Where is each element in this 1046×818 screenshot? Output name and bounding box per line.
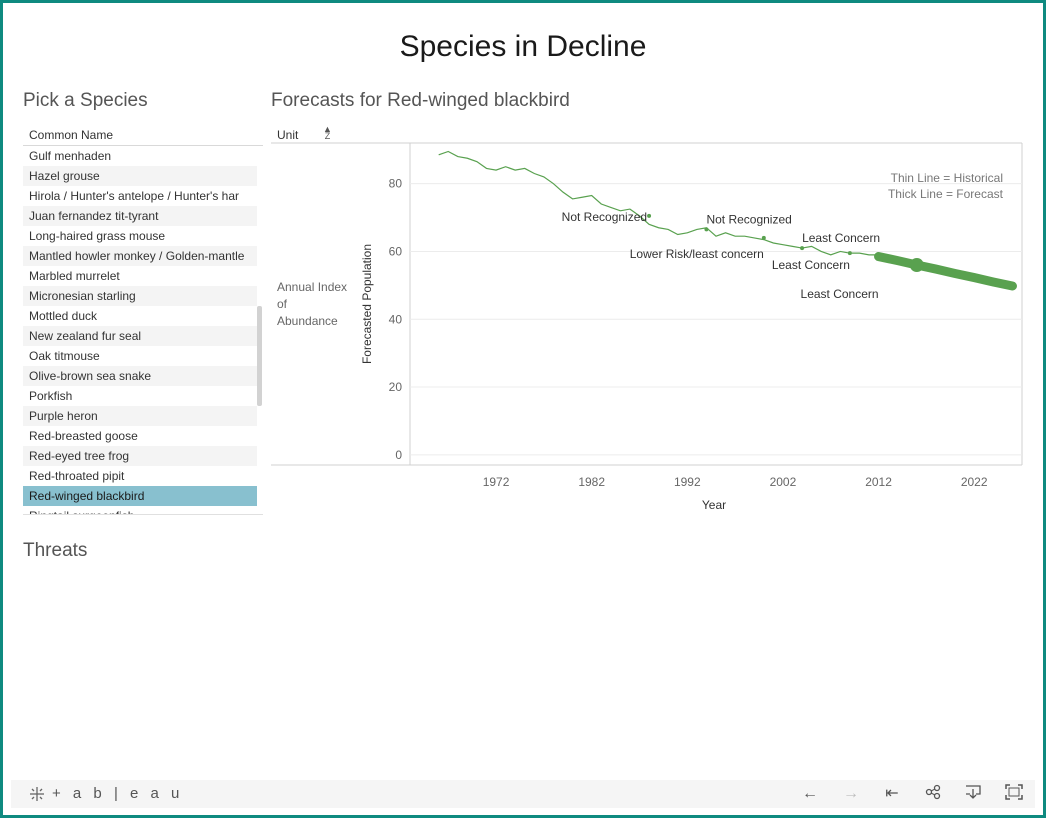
row-label: Annual Index of Abundance [277,279,357,330]
status-label: Not Recognized [706,212,791,226]
legend-note: Thin Line = Historical [891,171,1003,185]
list-scrollbar[interactable] [257,306,262,406]
y-tick-label: 80 [389,177,403,191]
status-label: Not Recognized [562,210,647,224]
species-list-item[interactable]: Hirola / Hunter's antelope / Hunter's ha… [29,189,240,203]
species-list-item[interactable]: Ringtail surgeonfish [23,506,257,514]
species-list-item[interactable]: Porkfish [29,389,73,403]
species-list-item[interactable]: Long-haired grass mouse [29,229,166,243]
species-list-item[interactable]: Mantled howler monkey / Golden-mantle [23,246,257,266]
status-point [647,213,652,218]
share-icon[interactable] [923,784,943,804]
row-label-line: Abundance [277,314,338,328]
historical-series-line [438,150,879,256]
status-label: Least Concern [802,231,880,245]
species-list-item[interactable]: Juan fernandez tit-tyrant [23,206,257,226]
fullscreen-icon[interactable] [1004,784,1024,804]
species-list-item[interactable]: Marbled murrelet [29,269,120,283]
status-label: Lower Risk/least concern [630,247,764,261]
y-tick-label: 60 [389,244,403,258]
y-tick-label: 20 [389,380,403,394]
x-tick-label: 2002 [770,475,797,489]
unit-column-header: Unit [277,128,299,142]
y-tick-label: 40 [389,312,403,326]
species-list-item[interactable]: Purple heron [23,406,257,426]
footer-bar [11,780,1035,808]
species-list-item[interactable]: Red-winged blackbird [23,486,257,506]
picker-title: Pick a Species [23,90,148,111]
species-list-item[interactable]: Gulf menhaden [29,149,112,163]
x-tick-label: 2022 [961,475,988,489]
forecast-marker [909,258,924,273]
status-point [761,235,766,240]
status-label: Least Concern [772,258,850,272]
status-point [847,251,852,256]
species-list-item[interactable]: Mottled duck [29,309,98,323]
download-icon[interactable] [963,784,983,804]
species-list-item[interactable]: Red-eyed tree frog [23,446,257,466]
status-point [800,246,805,251]
status-point [704,227,709,232]
legend-note: Thick Line = Forecast [888,187,1004,201]
species-list-item[interactable]: Red-breasted goose [29,429,138,443]
x-axis-title: Year [702,498,726,512]
y-tick-label: 0 [395,448,402,462]
row-label-line: of [277,297,288,311]
dashboard-title: Species in Decline [399,30,647,63]
species-list-item[interactable]: Olive-brown sea snake [23,366,257,386]
undo-icon[interactable]: ← [802,785,818,802]
column-header-common-name[interactable]: Common Name [23,126,263,146]
redo-icon[interactable]: → [843,785,859,802]
revert-icon[interactable]: ⇤ [885,785,899,802]
species-list-item[interactable]: Oak titmouse [29,349,100,363]
x-tick-label: 1972 [483,475,510,489]
tableau-logo-icon [30,787,44,801]
forecast-series-line [874,252,1017,291]
x-tick-label: 2012 [865,475,892,489]
species-list[interactable]: Common Name Gulf menhaden Hazel grouse Hir… [23,126,263,515]
threats-title: Threats [23,540,88,561]
species-list-item[interactable]: Hazel grouse [23,166,257,186]
y-axis-title: Forecasted Population [360,244,374,364]
species-list-item[interactable]: Red-throated pipit [29,469,125,483]
species-list-body: Gulf menhaden Hazel grouse Hirola / Hunter… [23,146,263,514]
sort-icon[interactable]: ▲ Z [323,124,332,141]
forecast-title: Forecasts for Red-winged blackbird [271,90,570,111]
status-label: Least Concern [801,287,879,301]
row-label-line: Annual Index [277,280,348,294]
x-tick-label: 1982 [578,475,605,489]
x-tick-label: 1992 [674,475,701,489]
tableau-brand: + a b | e a u [52,785,184,802]
species-list-item[interactable]: Micronesian starling [23,286,257,306]
species-list-item[interactable]: New zealand fur seal [23,326,257,346]
